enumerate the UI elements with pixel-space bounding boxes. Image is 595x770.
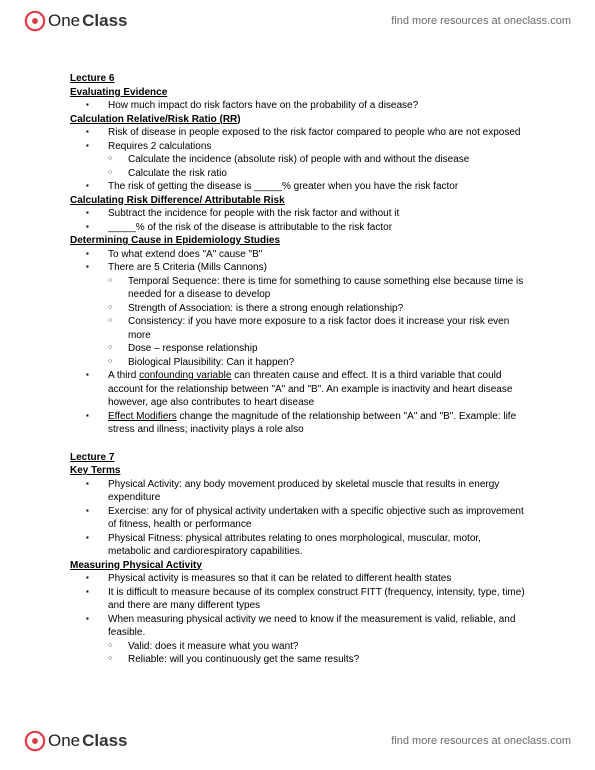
l6-s2-heading: Calculation Relative/Risk Ratio (RR) bbox=[70, 113, 525, 127]
list-item: Strength of Association: is there a stro… bbox=[108, 302, 525, 316]
list-item: Effect Modifiers change the magnitude of… bbox=[86, 410, 525, 437]
list-item: Calculate the risk ratio bbox=[108, 167, 525, 181]
brand-text-class: Class bbox=[82, 11, 127, 31]
list-item: There are 5 Criteria (Mills Cannons) bbox=[86, 261, 525, 275]
list-item: It is difficult to measure because of it… bbox=[86, 586, 525, 613]
list-item: Physical Fitness: physical attributes re… bbox=[86, 532, 525, 559]
brand-text-one: One bbox=[48, 11, 80, 31]
spacer bbox=[70, 437, 525, 451]
l6-s4-heading: Determining Cause in Epidemiology Studie… bbox=[70, 234, 525, 248]
page-header: OneClass find more resources at oneclass… bbox=[0, 0, 595, 40]
list-item: Valid: does it measure what you want? bbox=[108, 640, 525, 654]
list-item: Consistency: if you have more exposure t… bbox=[108, 315, 525, 342]
page-footer: OneClass find more resources at oneclass… bbox=[0, 724, 595, 770]
l6-s3-list: Subtract the incidence for people with t… bbox=[70, 207, 525, 234]
l6-s3-heading: Calculating Risk Difference/ Attributabl… bbox=[70, 194, 525, 208]
l7-s1-heading: Key Terms bbox=[70, 464, 525, 478]
list-item: A third confounding variable can threate… bbox=[86, 369, 525, 410]
list-item: Reliable: will you continuously get the … bbox=[108, 653, 525, 667]
l7-s2-list: Physical activity is measures so that it… bbox=[70, 572, 525, 640]
l7-s2-heading: Measuring Physical Activity bbox=[70, 559, 525, 573]
l6-s2-list: Risk of disease in people exposed to the… bbox=[70, 126, 525, 153]
list-item: Risk of disease in people exposed to the… bbox=[86, 126, 525, 140]
brand-logo: OneClass bbox=[24, 10, 128, 32]
logo-icon bbox=[24, 10, 46, 32]
list-item: How much impact do risk factors have on … bbox=[86, 99, 525, 113]
document-content: Lecture 6 Evaluating Evidence How much i… bbox=[0, 40, 595, 667]
list-item: To what extend does "A" cause "B" bbox=[86, 248, 525, 262]
l6-s4-list: To what extend does "A" cause "B" There … bbox=[70, 248, 525, 275]
l6-s4-list2: A third confounding variable can threate… bbox=[70, 369, 525, 437]
l6-s1-list: How much impact do risk factors have on … bbox=[70, 99, 525, 113]
l6-s4-sublist: Temporal Sequence: there is time for som… bbox=[70, 275, 525, 370]
l6-s2-list2: The risk of getting the disease is _____… bbox=[70, 180, 525, 194]
header-resource-link[interactable]: find more resources at oneclass.com bbox=[391, 15, 571, 27]
list-item: Physical activity is measures so that it… bbox=[86, 572, 525, 586]
list-item: Biological Plausibility: Can it happen? bbox=[108, 356, 525, 370]
footer-resource-link[interactable]: find more resources at oneclass.com bbox=[391, 735, 571, 747]
list-item: Subtract the incidence for people with t… bbox=[86, 207, 525, 221]
lecture7-title: Lecture 7 bbox=[70, 451, 525, 465]
brand-text-one: One bbox=[48, 731, 80, 751]
list-item: _____% of the risk of the disease is att… bbox=[86, 221, 525, 235]
l6-s2-sublist: Calculate the incidence (absolute risk) … bbox=[70, 153, 525, 180]
list-item: Temporal Sequence: there is time for som… bbox=[108, 275, 525, 302]
text-underline: Effect Modifiers bbox=[108, 411, 177, 422]
list-item: Requires 2 calculations bbox=[86, 140, 525, 154]
list-item: Exercise: any for of physical activity u… bbox=[86, 505, 525, 532]
list-item: The risk of getting the disease is _____… bbox=[86, 180, 525, 194]
logo-icon bbox=[24, 730, 46, 752]
l6-s1-heading: Evaluating Evidence bbox=[70, 86, 525, 100]
brand-logo-footer: OneClass bbox=[24, 730, 128, 752]
brand-text-class: Class bbox=[82, 731, 127, 751]
list-item: When measuring physical activity we need… bbox=[86, 613, 525, 640]
text: A third bbox=[108, 370, 139, 381]
l7-s2-sublist: Valid: does it measure what you want? Re… bbox=[70, 640, 525, 667]
list-item: Calculate the incidence (absolute risk) … bbox=[108, 153, 525, 167]
list-item: Dose – response relationship bbox=[108, 342, 525, 356]
list-item: Physical Activity: any body movement pro… bbox=[86, 478, 525, 505]
text-underline: confounding variable bbox=[139, 370, 231, 381]
l7-s1-list: Physical Activity: any body movement pro… bbox=[70, 478, 525, 559]
lecture6-title: Lecture 6 bbox=[70, 72, 525, 86]
